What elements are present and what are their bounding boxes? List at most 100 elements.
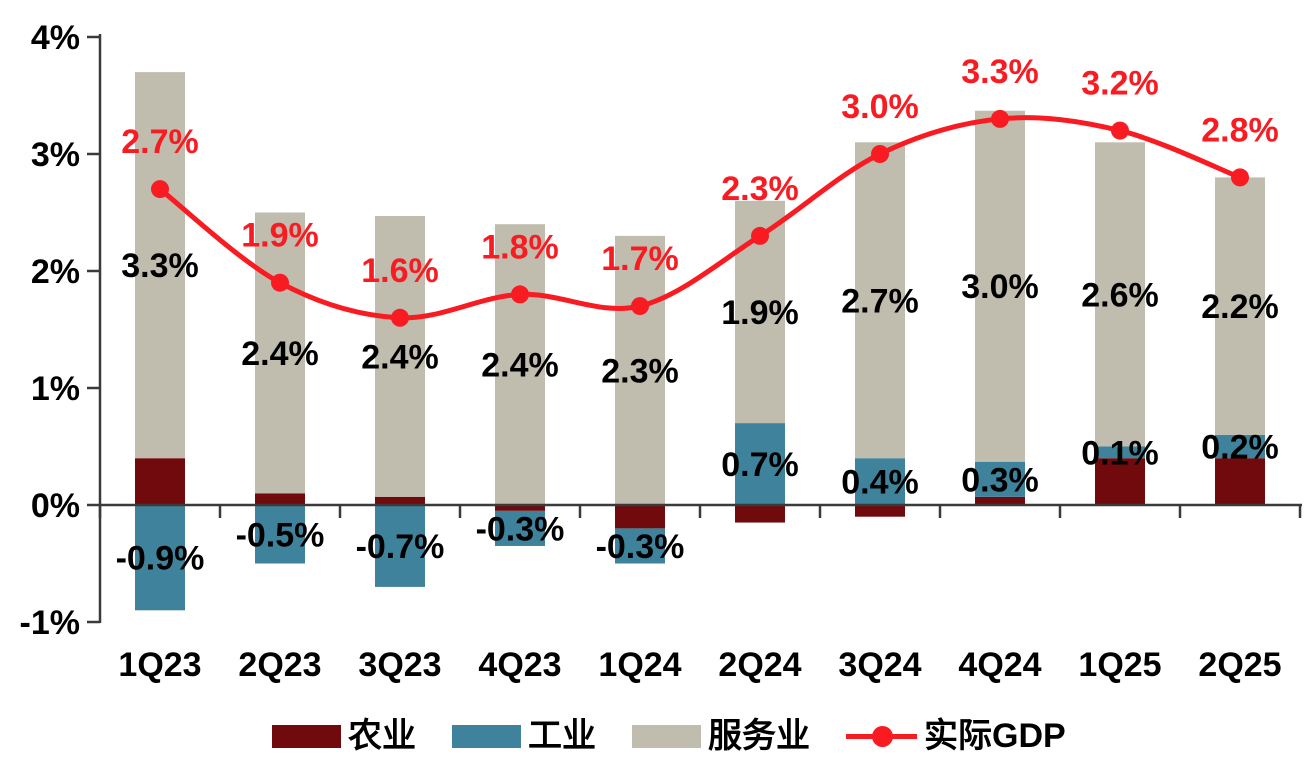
bar-segment-industry-2Q23 [255, 505, 305, 564]
data-label-real-gdp-2Q24: 2.3% [721, 170, 799, 208]
data-label-real-gdp-1Q25: 3.2% [1081, 65, 1159, 103]
y-tick-label-1%: 1% [31, 370, 80, 408]
bar-segment-services-1Q25 [1095, 142, 1145, 447]
data-label-real-gdp-1Q23: 2.7% [121, 123, 199, 161]
industry-legend-label: 工业 [528, 717, 596, 755]
data-label-real-gdp-2Q23: 1.9% [241, 217, 319, 255]
data-label-services-3Q23: 2.4% [361, 338, 439, 376]
real-gdp-marker-2Q25 [1231, 168, 1249, 187]
data-label-industry-1Q23: -0.9% [116, 540, 205, 578]
x-category-label-2Q23: 2Q23 [238, 646, 321, 684]
chart-legend: 农业 工业 服务业 实际GDP [272, 716, 1066, 756]
bar-segment-agriculture-4Q23 [495, 505, 545, 511]
y-tick-label-3%: 3% [31, 136, 80, 174]
real-gdp-legend-label: 实际GDP [924, 717, 1066, 755]
data-label-services-2Q25: 2.2% [1201, 288, 1279, 326]
data-label-services-1Q24: 2.3% [601, 352, 679, 390]
bar-segment-agriculture-3Q23 [375, 496, 425, 505]
real-gdp-marker-2Q23 [271, 273, 289, 292]
data-label-services-4Q24: 3.0% [961, 268, 1039, 306]
bar-segment-agriculture-3Q24 [855, 505, 905, 517]
data-label-real-gdp-2Q25: 2.8% [1201, 111, 1279, 149]
real-gdp-marker-4Q23 [511, 285, 529, 304]
bar-segment-industry-2Q24 [735, 423, 785, 505]
real-gdp-marker-1Q25 [1111, 121, 1129, 140]
bar-segment-industry-4Q23 [495, 510, 545, 546]
data-label-real-gdp-3Q24: 3.0% [841, 88, 919, 126]
services-legend-label: 服务业 [708, 717, 810, 755]
x-category-label-3Q23: 3Q23 [358, 646, 441, 684]
bar-segment-agriculture-1Q23 [135, 458, 185, 505]
y-tick-label-4%: 4% [31, 19, 80, 57]
data-label-industry-1Q24: -0.3% [596, 528, 685, 566]
x-category-label-3Q24: 3Q24 [838, 646, 921, 684]
y-tick-label--1%: -1% [20, 604, 80, 642]
real-gdp-marker-3Q24 [871, 145, 889, 163]
x-category-label-2Q25: 2Q25 [1198, 646, 1281, 684]
real-gdp-marker-2Q24 [751, 226, 769, 245]
x-category-label-2Q24: 2Q24 [718, 646, 801, 684]
real-gdp-marker-4Q24 [991, 109, 1009, 128]
data-label-services-2Q24: 1.9% [721, 294, 799, 332]
bar-segment-services-4Q24 [975, 110, 1025, 462]
legend-item-services: 服务业 [632, 719, 810, 753]
bar-segment-agriculture-4Q24 [975, 496, 1025, 505]
bar-segment-services-3Q23 [375, 216, 425, 497]
real-gdp-line [158, 115, 1241, 321]
data-label-industry-3Q24: 0.4% [841, 464, 919, 502]
bar-segment-industry-4Q24 [975, 461, 1025, 497]
x-category-label-1Q25: 1Q25 [1078, 646, 1161, 684]
y-tick-label-2%: 2% [31, 253, 80, 291]
bar-segment-agriculture-1Q25 [1095, 458, 1145, 505]
real-gdp-marker-3Q23 [391, 308, 409, 327]
data-label-industry-4Q23: -0.3% [476, 510, 565, 548]
legend-item-agriculture: 农业 [272, 719, 416, 753]
bar-segment-industry-3Q24 [855, 458, 905, 505]
data-label-real-gdp-4Q24: 3.3% [961, 53, 1039, 91]
data-label-industry-1Q25: 0.1% [1081, 434, 1159, 472]
data-label-industry-3Q23: -0.7% [356, 528, 445, 566]
bar-segment-agriculture-2Q25 [1215, 458, 1265, 505]
data-label-real-gdp-1Q24: 1.7% [601, 240, 679, 278]
y-tick-label-0%: 0% [31, 487, 80, 525]
real-gdp-dot-icon [872, 725, 893, 747]
data-label-industry-4Q24: 0.3% [961, 461, 1039, 499]
data-label-industry-2Q25: 0.2% [1201, 429, 1279, 467]
data-label-services-3Q24: 2.7% [841, 282, 919, 320]
bar-segment-services-1Q24 [615, 235, 665, 505]
data-label-services-1Q23: 3.3% [121, 247, 199, 285]
bar-segment-industry-1Q25 [1095, 446, 1145, 459]
x-category-label-4Q24: 4Q24 [958, 646, 1041, 684]
data-label-industry-2Q24: 0.7% [721, 446, 799, 484]
data-label-services-4Q23: 2.4% [481, 347, 559, 385]
x-category-label-4Q23: 4Q23 [478, 646, 561, 684]
legend-item-industry: 工业 [452, 719, 596, 753]
real-gdp-line-marker-icon [846, 725, 917, 747]
bar-segment-services-2Q25 [1215, 177, 1265, 435]
real-gdp-marker-1Q24 [631, 297, 649, 316]
services-swatch-icon [632, 724, 701, 748]
x-category-label-1Q23: 1Q23 [118, 646, 201, 684]
data-label-services-2Q23: 2.4% [241, 335, 319, 373]
real-gdp-marker-1Q23 [151, 180, 169, 199]
legend-item-real-gdp: 实际GDP [846, 719, 1066, 753]
data-label-real-gdp-3Q23: 1.6% [361, 252, 439, 290]
bar-segment-industry-1Q23 [135, 505, 185, 611]
bar-segment-services-1Q23 [135, 72, 185, 459]
bar-segment-agriculture-2Q23 [255, 493, 305, 505]
industry-swatch-icon [452, 724, 521, 748]
data-label-real-gdp-4Q23: 1.8% [481, 228, 559, 266]
x-category-label-1Q24: 1Q24 [598, 646, 681, 684]
agriculture-legend-label: 农业 [348, 717, 416, 755]
bar-segment-services-3Q24 [855, 142, 905, 459]
agriculture-swatch-icon [272, 724, 341, 748]
bar-segment-industry-2Q25 [1215, 434, 1265, 459]
bar-segment-services-4Q23 [495, 224, 545, 505]
data-label-services-1Q25: 2.6% [1081, 276, 1159, 314]
bar-segment-industry-3Q23 [375, 505, 425, 587]
bar-segment-agriculture-2Q24 [735, 505, 785, 523]
bar-segment-agriculture-1Q24 [615, 505, 665, 529]
data-label-industry-2Q23: -0.5% [236, 516, 325, 554]
